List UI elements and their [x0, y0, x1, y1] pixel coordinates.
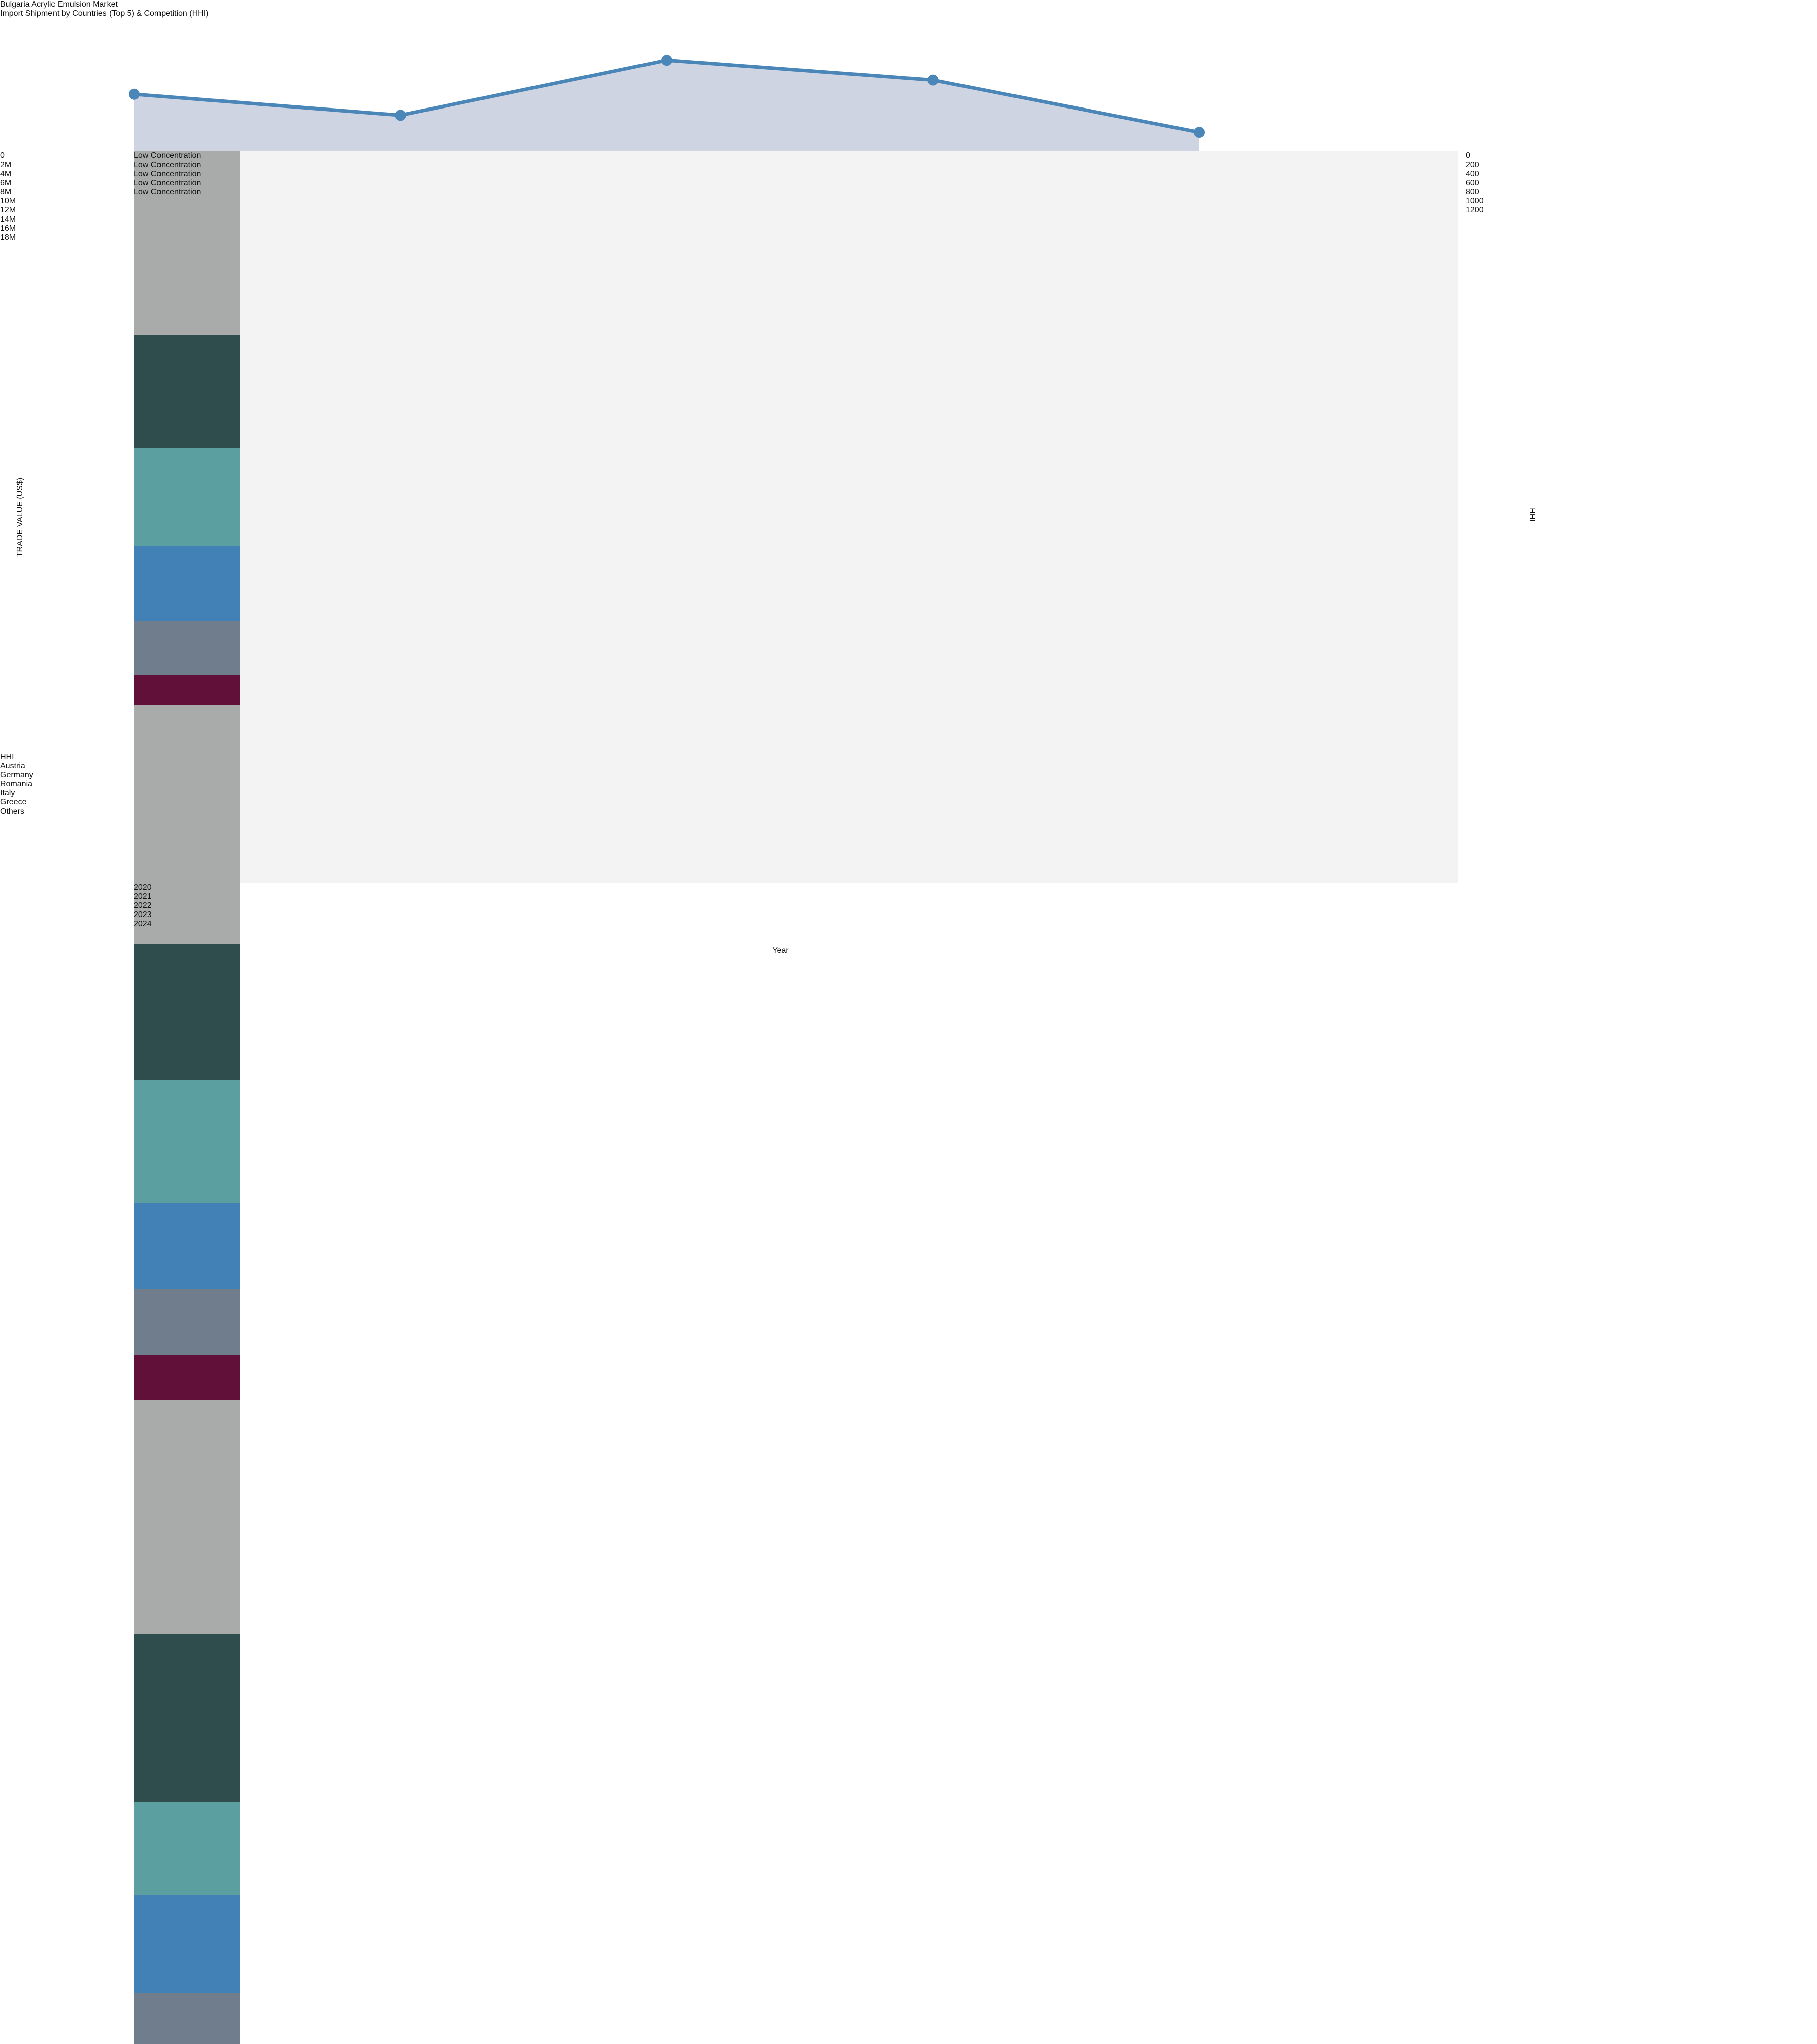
legend-label-romania: Romania — [0, 780, 33, 788]
annotation-low-concentration-2023: Low Concentration — [134, 179, 201, 187]
legend-item-romania[interactable]: Romania — [0, 780, 212, 789]
bar-segment-greece-2020 — [134, 335, 240, 448]
bar-segment-austria-2021 — [134, 1355, 240, 1400]
legend-label-hhi: HHI — [0, 752, 14, 761]
y-right-tick-1200: 1200 — [1466, 206, 1484, 214]
legend-label-austria: Austria — [0, 762, 25, 770]
plot-area — [134, 151, 1458, 883]
annotation-low-concentration-2020: Low Concentration — [134, 151, 201, 160]
y-right-tick-600: 600 — [1466, 179, 1479, 187]
bar-segment-italy-2022 — [134, 1802, 240, 1895]
y-right-tick-800: 800 — [1466, 188, 1479, 196]
x-tick-2022: 2022 — [134, 901, 152, 910]
x-axis-ticks: 2020 2021 2022 2023 2024 — [134, 883, 1458, 929]
bar-segment-germany-2021 — [134, 1289, 240, 1356]
legend-label-italy: Italy — [0, 789, 15, 797]
bar-segment-germany-2022 — [134, 1993, 240, 2044]
y-left-tick-2M: 2M — [0, 160, 12, 169]
y-left-tick-4M: 4M — [0, 170, 12, 178]
legend-item-italy[interactable]: Italy — [0, 789, 212, 798]
y-axis-left-title: TRADE VALUE (US$) — [16, 477, 24, 557]
chart-title-line2: Import Shipment by Countries (Top 5) & C… — [0, 9, 209, 18]
legend-item-others[interactable]: Others — [0, 807, 212, 816]
annotation-low-concentration-2024: Low Concentration — [134, 188, 201, 196]
y-right-tick-1000: 1000 — [1466, 197, 1484, 205]
legend-label-germany: Germany — [0, 771, 33, 779]
legend-item-germany[interactable]: Germany — [0, 771, 212, 780]
y-left-tick-14M: 14M — [0, 215, 16, 224]
y-left-tick-18M: 18M — [0, 233, 16, 242]
y-right-tick-200: 200 — [1466, 160, 1479, 169]
hhi-marker-2022 — [661, 55, 672, 66]
bar-segment-italy-2021 — [134, 1080, 240, 1203]
bar-segment-romania-2021 — [134, 1202, 240, 1289]
chart-title: Bulgaria Acrylic Emulsion Market Import … — [0, 0, 1817, 18]
y-right-tick-0: 0 — [1466, 151, 1470, 160]
bar-segment-germany-2020 — [134, 621, 240, 675]
chart-title-line1: Bulgaria Acrylic Emulsion Market — [0, 0, 118, 9]
bar-segment-greece-2021 — [134, 944, 240, 1080]
y-left-tick-16M: 16M — [0, 224, 16, 233]
y-axis-left-ticks: 0 2M 4M 6M 8M 10M 12M 14M 16M 18M — [0, 151, 124, 883]
legend-label-others: Others — [0, 807, 25, 816]
legend-item-hhi[interactable]: HHI — [0, 752, 212, 762]
bar-segment-romania-2020 — [134, 546, 240, 621]
bar-segment-italy-2020 — [134, 447, 240, 546]
x-tick-2020: 2020 — [134, 883, 152, 892]
legend: HHI Austria Germany Romania Italy Greece Other… — [0, 752, 212, 1116]
legend-item-austria[interactable]: Austria — [0, 762, 212, 771]
hhi-marker-2024 — [1194, 127, 1205, 138]
bar-segment-austria-2020 — [134, 675, 240, 705]
y-right-tick-400: 400 — [1466, 170, 1479, 178]
x-tick-2024: 2024 — [134, 920, 152, 928]
y-left-tick-6M: 6M — [0, 179, 12, 187]
bar-segment-others-2022 — [134, 1400, 240, 1634]
y-left-tick-8M: 8M — [0, 188, 12, 196]
x-axis-title: Year — [772, 946, 789, 955]
bar-segment-romania-2022 — [134, 1895, 240, 1994]
annotation-low-concentration-2021: Low Concentration — [134, 160, 201, 169]
hhi-marker-2021 — [395, 110, 406, 121]
y-left-tick-10M: 10M — [0, 197, 16, 205]
bar-segment-others-2020 — [134, 151, 240, 335]
bar-segment-others-2021 — [134, 705, 240, 945]
hhi-marker-2023 — [927, 74, 939, 86]
legend-item-greece[interactable]: Greece — [0, 798, 212, 807]
hhi-marker-2020 — [129, 88, 140, 100]
x-tick-2021: 2021 — [134, 892, 152, 901]
bar-segment-greece-2022 — [134, 1633, 240, 1802]
x-tick-2023: 2023 — [134, 910, 152, 919]
y-axis-right-ticks: 0 200 400 600 800 1000 1200 — [1466, 151, 1577, 883]
legend-label-greece: Greece — [0, 798, 27, 806]
y-axis-right-title: HHI — [1528, 508, 1536, 522]
y-left-tick-12M: 12M — [0, 206, 16, 214]
annotations-layer: Low Concentration Low Concentration Low Co… — [134, 151, 1458, 883]
annotation-low-concentration-2022: Low Concentration — [134, 170, 201, 178]
y-left-tick-0: 0 — [0, 151, 5, 160]
